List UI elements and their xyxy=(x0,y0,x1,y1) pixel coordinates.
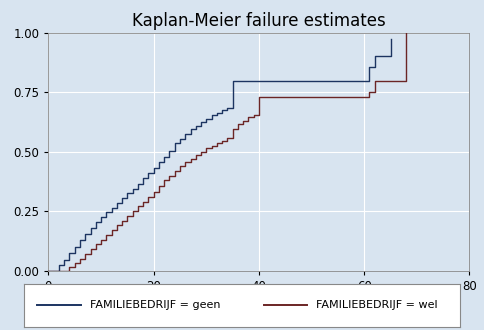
Title: Kaplan-Meier failure estimates: Kaplan-Meier failure estimates xyxy=(132,12,386,30)
Text: FAMILIEBEDRIJF = wel: FAMILIEBEDRIJF = wel xyxy=(316,300,438,310)
X-axis label: analysis time: analysis time xyxy=(217,295,301,309)
Text: FAMILIEBEDRIJF = geen: FAMILIEBEDRIJF = geen xyxy=(90,300,220,310)
